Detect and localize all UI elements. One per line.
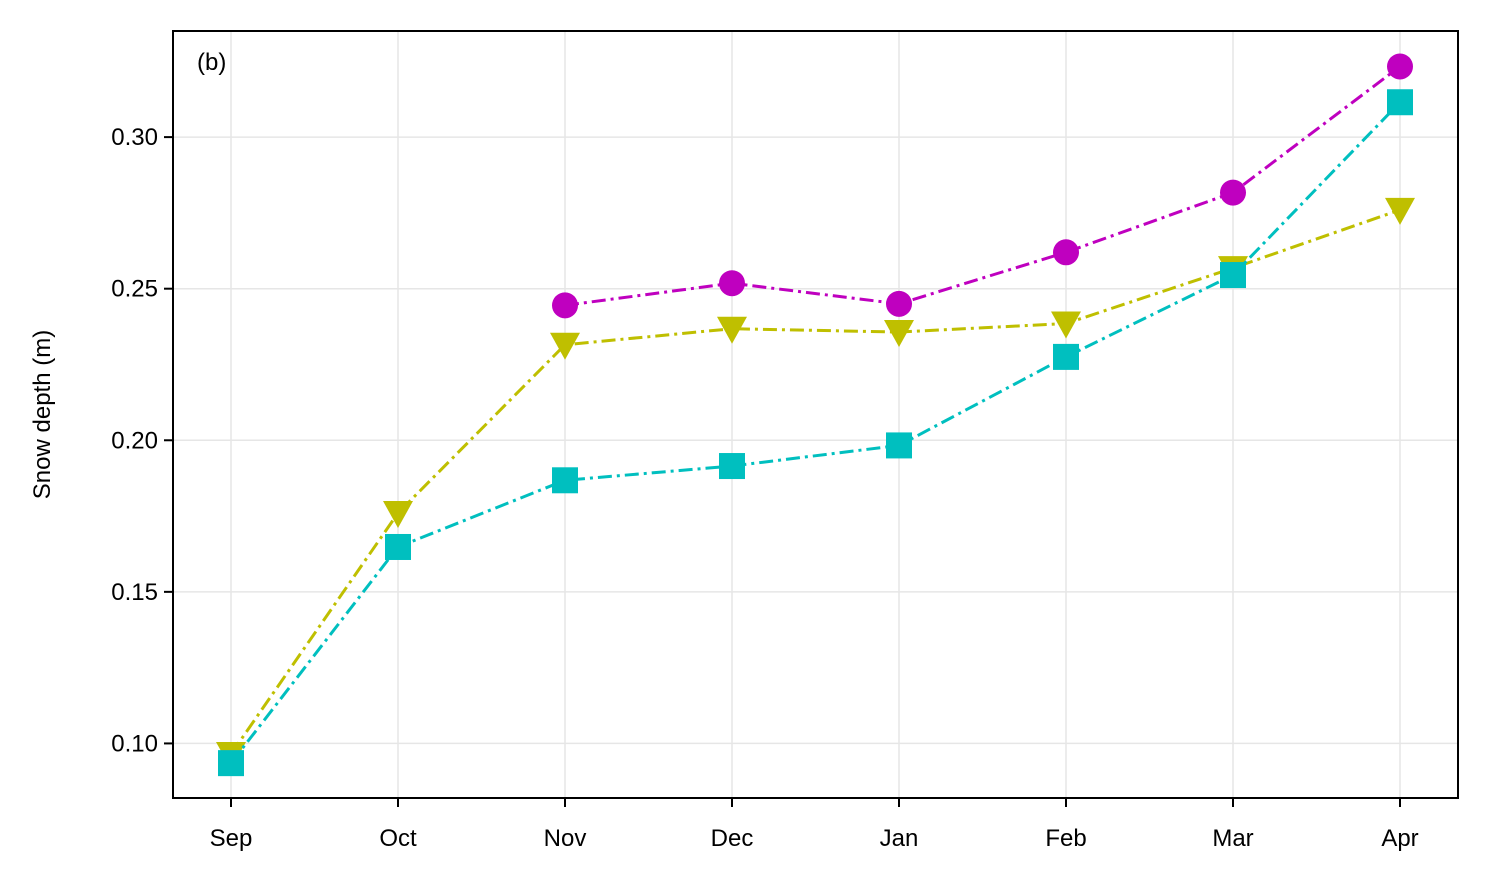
x-tick-label: Sep (210, 825, 253, 852)
x-tick-label: Dec (711, 825, 754, 852)
data-point-square (719, 453, 745, 480)
x-tick-label: Apr (1381, 825, 1418, 852)
x-tick-label: Mar (1212, 825, 1253, 852)
data-point-square (552, 467, 578, 494)
data-point-triangle (1051, 311, 1081, 339)
data-point-triangle (884, 320, 914, 348)
data-point-square (1220, 262, 1246, 289)
data-point-circle (552, 292, 578, 319)
y-axis: 0.10 0.15 0.20 0.25 0.30 (111, 124, 173, 757)
plot-frame (172, 30, 1459, 799)
y-axis-title: Snow depth (m) (29, 330, 56, 499)
x-tick-label: Jan (880, 825, 919, 852)
data-point-triangle (550, 332, 580, 360)
data-point-circle (1053, 239, 1079, 266)
x-tick-label: Oct (379, 825, 417, 852)
series-layer (216, 53, 1415, 777)
y-tick-label: 0.20 (111, 427, 158, 454)
x-tick-label: Nov (544, 825, 587, 852)
data-point-square (1053, 343, 1079, 370)
y-tick-label: 0.15 (111, 579, 158, 606)
y-tick-label: 0.25 (111, 276, 158, 303)
series-square (218, 89, 1413, 777)
y-tick-label: 0.30 (111, 124, 158, 151)
data-point-triangle (383, 501, 413, 529)
series-circle (552, 53, 1413, 319)
series-line (229, 101, 1402, 765)
data-point-circle (886, 290, 912, 317)
x-axis: Sep Oct Nov Dec Jan Feb Mar Apr (210, 798, 1419, 852)
data-point-triangle (717, 316, 747, 344)
data-point-circle (719, 270, 745, 297)
grid (173, 31, 1458, 798)
data-point-circle (1220, 179, 1246, 206)
data-point-square (1387, 89, 1413, 116)
series-line (229, 208, 1401, 755)
panel-label: (b) (197, 49, 226, 76)
data-point-square (385, 533, 411, 560)
data-point-circle (1387, 53, 1413, 80)
x-tick-label: Feb (1045, 825, 1086, 852)
data-point-square (886, 432, 912, 459)
data-point-triangle (1385, 197, 1415, 225)
data-point-square (218, 750, 244, 777)
series-line (564, 65, 1401, 307)
y-tick-label: 0.10 (111, 730, 158, 757)
